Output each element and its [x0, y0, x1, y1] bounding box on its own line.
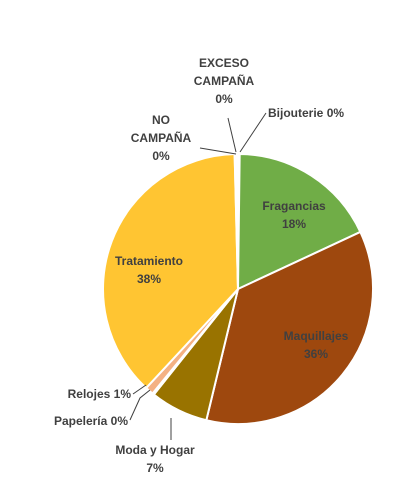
label-name-exceso-campana: EXCESO — [199, 56, 249, 70]
label-percent-relojes: 1% — [114, 387, 132, 401]
label-percent-fragancias: 18% — [282, 217, 306, 231]
slice-exceso-campana[interactable] — [235, 152, 239, 290]
label-papeleria: Papelería 0% — [54, 414, 128, 428]
slice-labels: Bijouterie 0% Fragancias 18% Maquillajes 36%… — [54, 56, 349, 475]
leader-line-relojes — [132, 384, 147, 395]
label-relojes: Relojes 1% — [68, 387, 132, 401]
label-maquillajes: Maquillajes 36% — [284, 329, 349, 361]
label-percent-tratamiento: 38% — [137, 272, 161, 286]
pie-slices — [102, 152, 374, 425]
leader-line-no-campana — [199, 147, 237, 155]
label-exceso-campana: EXCESO CAMPAÑA 0% — [194, 56, 255, 106]
label-name-tratamiento: Tratamiento — [115, 254, 183, 268]
label-fragancias: Fragancias 18% — [262, 199, 326, 231]
leader-line-bijouterie — [239, 112, 267, 153]
slice-fragancias[interactable] — [236, 152, 362, 291]
label-name-no-campana: NO — [152, 113, 170, 127]
leader-line-papeleria — [129, 389, 151, 421]
label-percent-exceso-campana: 0% — [215, 92, 233, 106]
label-percent-maquillajes: 36% — [304, 347, 328, 361]
label-name-relojes: Relojes — [68, 387, 111, 401]
slice-maquillajes[interactable] — [205, 230, 374, 425]
label-percent-moda-y-hogar: 7% — [146, 461, 164, 475]
label-name-moda-y-hogar: Moda y Hogar — [115, 443, 195, 457]
label-name-fragancias: Fragancias — [262, 199, 326, 213]
label-percent-bijouterie: 0% — [327, 106, 345, 120]
label-no-campana: NO CAMPAÑA 0% — [131, 113, 192, 163]
label-name-bijouterie: Bijouterie — [268, 106, 324, 120]
label-name-maquillajes: Maquillajes — [284, 329, 349, 343]
leader-lines — [129, 112, 267, 440]
leader-line-exceso-campana — [227, 117, 237, 153]
label-tratamiento: Tratamiento 38% — [115, 254, 183, 286]
label-percent-papeleria: 0% — [111, 414, 129, 428]
label-name-papeleria: Papelería — [54, 414, 108, 428]
label-moda-y-hogar: Moda y Hogar 7% — [115, 443, 195, 475]
label-name-no-campana: CAMPAÑA — [131, 130, 192, 145]
label-bijouterie: Bijouterie 0% — [268, 106, 344, 120]
label-name-exceso-campana: CAMPAÑA — [194, 73, 255, 88]
slice-tratamiento[interactable] — [102, 153, 240, 390]
label-percent-no-campana: 0% — [152, 149, 170, 163]
